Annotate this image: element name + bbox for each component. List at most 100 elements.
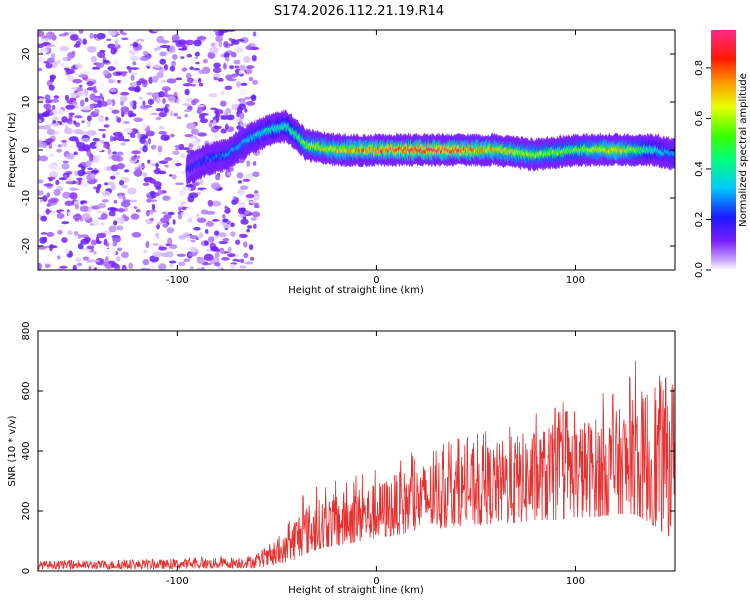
spectrogram-noise-blob [158,160,169,164]
spectrogram-noise-blob [234,197,239,204]
spectrogram-noise-blob [132,41,139,48]
spectrogram-noise-blob [96,232,107,239]
spectrogram-noise-blob [49,111,53,117]
spectrogram-noise-blob [238,233,248,238]
spectrogram-noise-blob [152,243,159,246]
spectrogram-noise-blob [191,99,197,106]
spectrogram-noise-blob [49,197,59,204]
spectrogram-noise-blob [110,47,117,55]
colorbar-tick-label: 0.8 [694,60,705,76]
spectrogram-noise-blob [108,225,117,233]
spectrogram-noise-blob [92,137,100,142]
spectrogram-noise-blob [137,165,144,169]
spectrogram-noise-blob [147,159,151,164]
spectrogram-noise-blob [38,155,49,162]
spectrogram-noise-blob [124,169,130,173]
spectrogram-noise-blob [168,161,177,169]
spectrogram-noise-blob [57,229,63,235]
spectrogram-noise-blob [39,197,43,203]
spectrogram-noise-blob [212,119,217,127]
spectrogram-noise-blob [119,30,124,35]
spectrogram-noise-blob [123,127,133,134]
spectrogram-noise-blob [67,211,75,217]
spectrogram-noise-blob [87,167,93,171]
spectrogram-noise-blob [93,33,97,39]
spectrogram-noise-blob [181,201,186,206]
spectrogram-noise-blob [148,76,153,84]
spectrogram-noise-blob [179,153,186,159]
spectrogram-noise-blob [239,259,245,264]
spectrogram-noise-blob [98,128,107,132]
spectrogram-noise-blob [239,64,246,72]
spectrogram-noise-blob [187,217,193,223]
spectrogram-noise-blob [120,142,127,146]
spectrogram-noise-blob [199,178,204,186]
spectrogram-noise-blob [38,43,44,49]
spectrogram-noise-blob [245,193,255,199]
spectrogram-noise-blob [209,46,219,54]
spectrogram-noise-blob [82,256,89,261]
spectrogram-noise-blob [135,209,141,213]
spectrogram-noise-blob [182,232,191,236]
spectrogram-noise-blob [90,239,97,246]
spectrogram-noise-blob [159,217,170,224]
spectrogram-noise-blob [46,203,52,207]
spectrogram-noise-blob [116,162,125,170]
spectrogram-noise-blob [122,214,127,219]
spectrogram-noise-blob [195,237,199,241]
spectrogram-noise-blob [248,244,254,251]
spectrogram-noise-blob [115,256,121,262]
spectrogram-noise-blob [109,175,116,180]
spectrogram-noise-blob [52,104,56,110]
spectrogram-noise-blob [65,68,75,75]
spectrogram-noise-blob [42,261,52,265]
spectrogram-y-label: Frequency (Hz) [7,112,18,188]
spectrogram-noise-blob [207,51,216,59]
spectrogram-noise-blob [226,114,235,121]
spectrogram-noise-blob [215,108,219,116]
spectrogram-noise-blob [189,66,195,70]
spectrogram-noise-blob [95,142,100,148]
spectrogram-noise-blob [213,125,222,130]
spectrogram-noise-blob [64,248,70,255]
spectrogram-noise-blob [142,145,148,153]
spectrogram-noise-blob [72,78,83,84]
spectrogram-noise-blob [86,245,95,250]
spectrogram-noise-blob [44,94,51,101]
spectrogram-noise-blob [103,261,108,267]
spectrogram-noise-blob [64,125,69,132]
spectrogram-noise-blob [73,120,77,125]
spectrogram-noise-blob [91,219,100,226]
spectrogram-noise-blob [230,222,235,228]
spectrogram-noise-blob [38,141,44,148]
spectrogram-noise-blob [86,45,97,53]
spectrogram-noise-blob [200,266,205,270]
spectrogram-noise-blob [75,139,80,145]
spectrogram-noise-blob [214,230,220,236]
spectrogram-noise-blob [38,262,42,270]
spectrogram-noise-blob [80,238,90,245]
spectrogram-noise-blob [228,37,232,41]
spectrogram-noise-blob [218,232,227,238]
spectrogram-noise-blob [164,157,173,162]
spectrogram-noise-blob [135,155,141,160]
spectrogram-noise-blob [225,123,229,130]
spectrogram-noise-blob [63,32,69,36]
spectrogram-noise-blob [122,138,131,142]
spectrogram-noise-blob [80,138,91,143]
spectrogram-noise-blob [109,107,114,111]
spectrogram-y-tick-label: 0 [21,147,32,153]
spectrogram-noise-blob [246,67,253,75]
spectrogram-noise-blob [133,206,137,210]
spectrogram-noise-blob [64,94,70,101]
spectrogram-noise-blob [212,67,222,74]
spectrogram-noise-blob [130,155,137,161]
spectrogram-noise-blob [219,30,230,33]
spectrogram-noise-blob [150,209,154,215]
spectrogram-noise-blob [189,214,199,220]
snr-x-tick-label: -100 [166,576,189,587]
spectrogram-noise-blob [242,178,251,182]
spectrogram-noise-blob [147,137,152,145]
spectrogram-noise-blob [163,64,169,71]
spectrogram-noise-blob [81,213,91,221]
